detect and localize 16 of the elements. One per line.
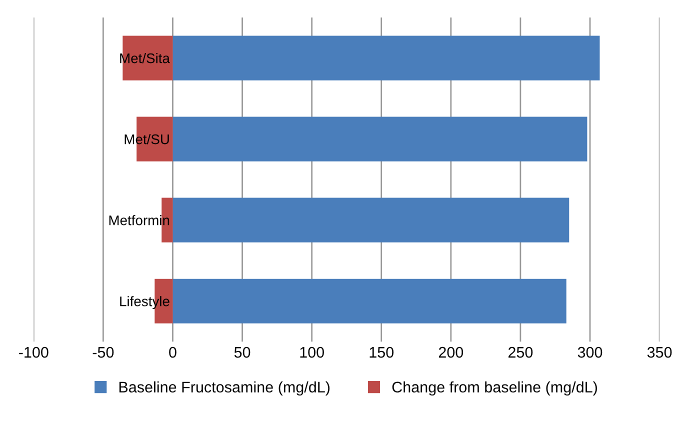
legend-label: Baseline Fructosamine (mg/dL) [119,381,330,396]
bar [172,36,600,80]
bar [172,198,570,242]
legend-label: Change from baseline (mg/dL) [392,381,597,396]
bar [172,278,566,324]
x-tick-label: 0 [169,346,176,358]
x-tick-label: 50 [234,346,250,358]
x-tick-label: -50 [92,346,114,358]
x-tick-label: -100 [19,346,48,358]
bar [172,116,588,162]
x-tick-label: 100 [300,346,324,358]
x-tick-label: 350 [647,346,672,358]
x-tick-label: 300 [578,346,602,358]
x-tick-label: 250 [508,346,533,358]
x-tick-label: 150 [370,346,394,358]
x-tick-label: 200 [438,346,464,358]
